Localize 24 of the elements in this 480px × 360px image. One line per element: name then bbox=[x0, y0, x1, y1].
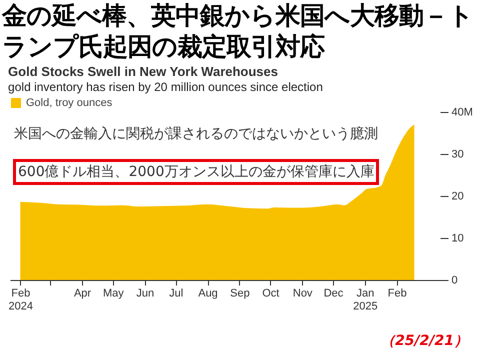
y-tick-label: 30 bbox=[452, 148, 464, 160]
chart-title: Gold Stocks Swell in New York Warehouses bbox=[8, 64, 278, 79]
chart-subtitle: gold inventory has risen by 20 million ounces since election bbox=[8, 80, 323, 94]
text: 金の延べ棒、英中銀から米国へ大移動－トランプ氏起因の裁定取引対応 bbox=[2, 0, 474, 62]
x-tick-label: Jul bbox=[169, 288, 184, 300]
text: （25/2/21） bbox=[381, 332, 468, 350]
y-tick-label: 10 bbox=[452, 232, 464, 244]
x-tick-label: Jan 2025 bbox=[353, 288, 378, 312]
y-tick-label: 40M bbox=[452, 106, 473, 118]
x-tick-label: Feb bbox=[388, 288, 407, 300]
x-tick-label: Oct bbox=[262, 288, 280, 300]
y-tick-label: 20 bbox=[452, 190, 464, 202]
x-tick-label: May bbox=[102, 288, 124, 300]
x-tick-label: Aug bbox=[198, 288, 218, 300]
x-tick-label: Dec bbox=[324, 288, 344, 300]
y-tick-label: 0 bbox=[452, 274, 458, 286]
annotation: 600億ドル相当、2000万オンス以上の金が保管庫に入庫 bbox=[18, 163, 374, 181]
x-tick-label: Apr bbox=[74, 288, 92, 300]
x-tick-label: Jun bbox=[136, 288, 154, 300]
legend-label: Gold, troy ounces bbox=[26, 97, 113, 109]
x-tick-label: Sep bbox=[230, 288, 250, 300]
x-tick-label: Feb 2024 bbox=[8, 288, 34, 312]
annotation: 米国への金輸入に関税が課されるのではないかという臆測 bbox=[14, 125, 378, 143]
x-tick-label: Nov bbox=[292, 288, 313, 300]
